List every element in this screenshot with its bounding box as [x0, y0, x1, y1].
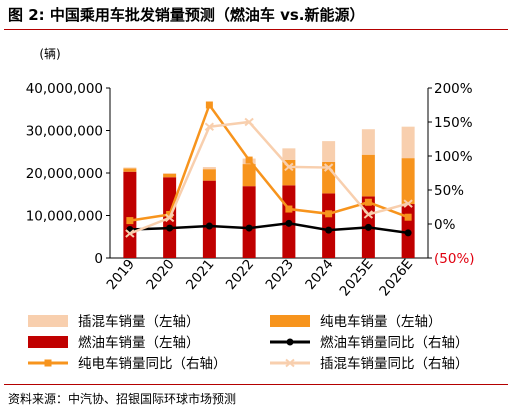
category-label: 2020 — [143, 256, 177, 293]
line-point — [205, 101, 213, 109]
legend-label: 插混车销量同比（右轴） — [320, 355, 469, 372]
bar-segment — [202, 169, 216, 181]
line-point — [403, 199, 413, 208]
bar-segment — [242, 164, 256, 187]
line-point — [325, 226, 333, 234]
bar-segment — [163, 173, 177, 174]
bar-segment — [123, 167, 137, 169]
right-tick-label: 200% — [434, 81, 473, 97]
right-tick-label: 150% — [434, 115, 473, 131]
bar-segment — [282, 148, 296, 160]
line-point — [245, 224, 253, 232]
line-point — [325, 210, 333, 218]
legend-swatch — [270, 315, 310, 327]
line-point — [125, 229, 135, 238]
series-line — [129, 102, 409, 222]
category-label: 2022 — [223, 256, 257, 293]
legend-group: 插混车销量（左轴） 纯电车销量（左轴） 燃油车销量（左轴） 燃油车销量同比（右轴） 纯电… — [28, 313, 469, 372]
line-point — [166, 210, 174, 218]
source-note: 资料来源：中汽协、招银国际环球市场预测 — [8, 392, 237, 406]
line-point — [363, 210, 374, 219]
line-point — [164, 213, 175, 223]
line-point — [205, 222, 213, 230]
line-point — [245, 156, 253, 164]
bar-segment — [242, 186, 256, 258]
title-divider — [4, 29, 508, 30]
line-point — [204, 122, 215, 132]
line-point — [323, 163, 334, 172]
line-point — [364, 223, 372, 231]
category-label: 2026E — [376, 256, 416, 299]
category-label: 2019 — [104, 256, 138, 293]
right-tick-label: (50%) — [434, 251, 475, 267]
line-point — [364, 198, 372, 206]
legend-marker — [44, 359, 52, 367]
line-point — [404, 229, 412, 237]
lines-group — [125, 101, 413, 238]
legend-swatch — [28, 315, 68, 327]
left-tick-label: 40,000,000 — [26, 81, 103, 97]
bars-group — [123, 126, 415, 258]
line-point — [166, 224, 174, 232]
bar-segment — [202, 180, 216, 258]
bar-segment — [322, 193, 336, 258]
line-point — [126, 217, 134, 225]
left-tick-label: 30,000,000 — [26, 124, 103, 140]
category-label: 2021 — [183, 256, 217, 293]
line-point — [285, 205, 293, 213]
legend-label: 纯电车销量（左轴） — [320, 313, 442, 330]
line-point — [404, 213, 412, 221]
legend-label: 插混车销量（左轴） — [78, 313, 200, 330]
bar-segment — [123, 171, 137, 258]
category-label: 2025E — [337, 256, 377, 299]
right-tick-label: 100% — [434, 149, 473, 165]
bar-segment — [361, 154, 375, 197]
right-tick-label: 50% — [434, 183, 464, 199]
bar-segment — [361, 129, 375, 155]
series-line — [129, 222, 409, 235]
legend-label: 纯电车销量同比（右轴） — [78, 355, 227, 372]
left-tick-label: 20,000,000 — [26, 166, 103, 182]
category-label: 2023 — [263, 256, 297, 293]
legend-marker — [285, 358, 295, 368]
legend-swatch — [28, 336, 68, 348]
bar-segment — [123, 168, 137, 172]
legend-marker — [286, 338, 294, 346]
line-point — [244, 117, 254, 127]
line-point — [285, 219, 293, 227]
unit-label: (辆) — [39, 47, 60, 61]
bar-segment — [322, 141, 336, 162]
bar-segment — [282, 159, 296, 186]
bar-segment — [401, 158, 415, 205]
series-line — [129, 120, 409, 235]
footer-divider — [4, 384, 508, 385]
legend-label: 燃油车销量同比（右轴） — [320, 334, 469, 351]
bar-segment — [401, 126, 415, 159]
bar-segment — [163, 173, 177, 178]
bar-segment — [202, 167, 216, 170]
left-tick-label: 10,000,000 — [26, 209, 103, 225]
chart-title: 图 2: 中国乘用车批发销量预测（燃油车 vs.新能源） — [8, 6, 365, 24]
right-tick-label: 0% — [434, 217, 456, 233]
category-label: 2024 — [302, 256, 336, 293]
left-tick-label: 0 — [94, 251, 103, 267]
line-point — [284, 162, 294, 172]
legend-label: 燃油车销量（左轴） — [78, 334, 200, 351]
